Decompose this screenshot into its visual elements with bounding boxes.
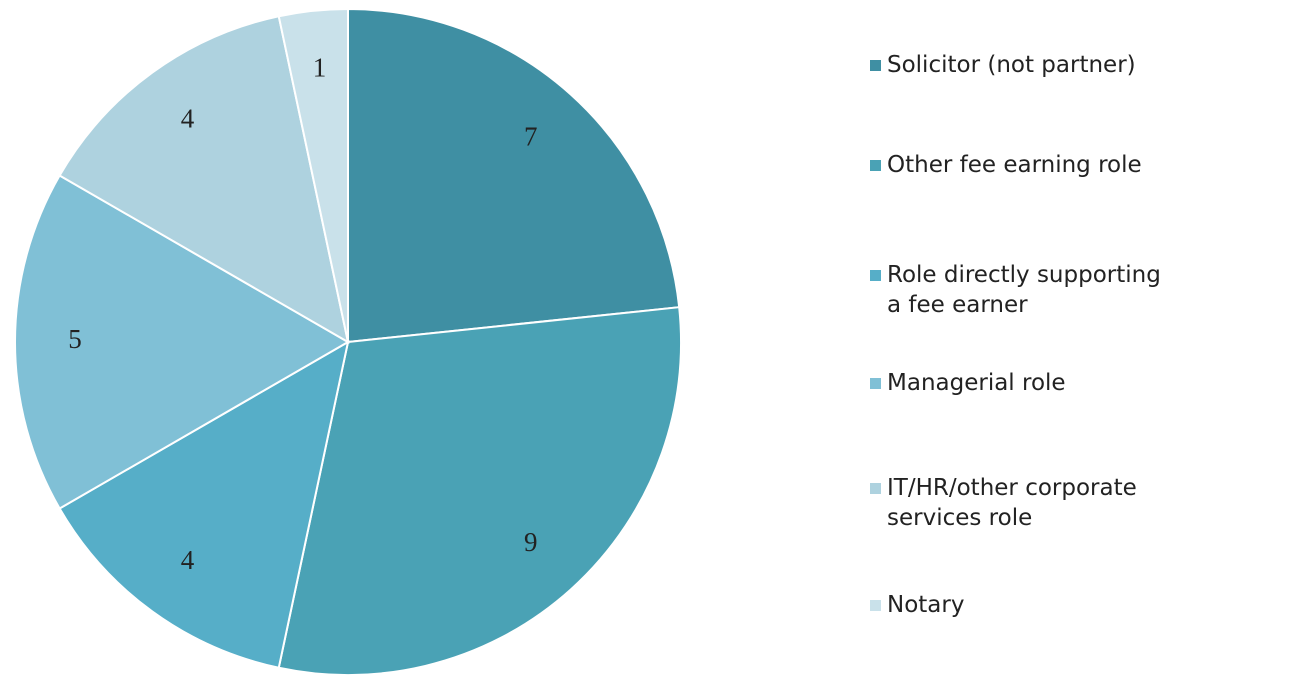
legend-item: IT/HR/other corporate services role xyxy=(870,473,1170,533)
legend-label: Solicitor (not partner) xyxy=(887,52,1136,78)
legend-item: Notary xyxy=(870,590,1170,620)
legend-swatch xyxy=(870,600,881,611)
legend-item: Other fee earning role xyxy=(870,150,1170,180)
data-label: 5 xyxy=(68,324,82,354)
pie-slice xyxy=(277,306,682,676)
legend-item: Managerial role xyxy=(870,368,1170,398)
pie-slice xyxy=(58,340,350,669)
data-label: 7 xyxy=(524,121,538,151)
legend-swatch xyxy=(870,270,881,281)
data-label: 4 xyxy=(181,103,195,133)
legend-label: Managerial role xyxy=(887,370,1066,396)
data-label: 9 xyxy=(524,527,538,557)
pie-slice xyxy=(14,174,351,510)
legend-swatch xyxy=(870,483,881,494)
pie-slice xyxy=(347,7,681,344)
legend-label: Role directly supporting a fee earner xyxy=(887,262,1161,318)
legend-item: Solicitor (not partner) xyxy=(870,50,1170,80)
legend-label: Notary xyxy=(887,592,965,618)
legend-swatch xyxy=(870,378,881,389)
legend-item: Role directly supporting a fee earner xyxy=(870,260,1170,320)
legend-swatch xyxy=(870,160,881,171)
pie-slice xyxy=(58,15,350,344)
pie-slice xyxy=(277,7,349,343)
data-label: 1 xyxy=(313,53,327,83)
data-label: 4 xyxy=(181,545,195,575)
legend-swatch xyxy=(870,60,881,71)
legend-label: IT/HR/other corporate services role xyxy=(887,475,1137,531)
chart: 7 9 4 5 4 1 xyxy=(14,7,682,676)
legend-label: Other fee earning role xyxy=(887,152,1142,178)
